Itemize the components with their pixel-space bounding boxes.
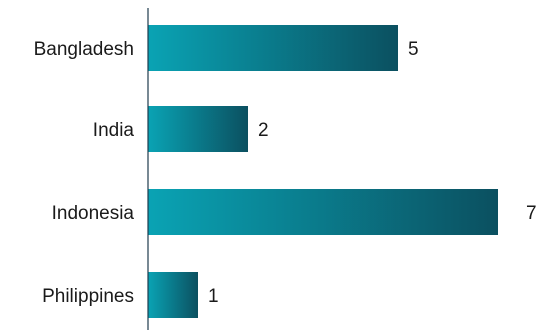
value-label-india: 2 [258, 120, 269, 141]
bar-india [148, 106, 248, 152]
bars-layer [148, 25, 498, 318]
value-label-indonesia: 7 [526, 203, 536, 224]
category-label-indonesia: Indonesia [52, 203, 135, 224]
bar-indonesia [148, 189, 498, 235]
category-label-philippines: Philippines [42, 286, 134, 307]
category-label-bangladesh: Bangladesh [34, 39, 134, 60]
category-label-india: India [93, 120, 135, 141]
bar-bangladesh [148, 25, 398, 71]
labels-layer: Bangladesh 5 India 2 Indonesia 7 Philippines 1 [34, 39, 536, 307]
value-label-philippines: 1 [208, 286, 219, 307]
value-label-bangladesh: 5 [408, 39, 419, 60]
bar-philippines [148, 272, 198, 318]
